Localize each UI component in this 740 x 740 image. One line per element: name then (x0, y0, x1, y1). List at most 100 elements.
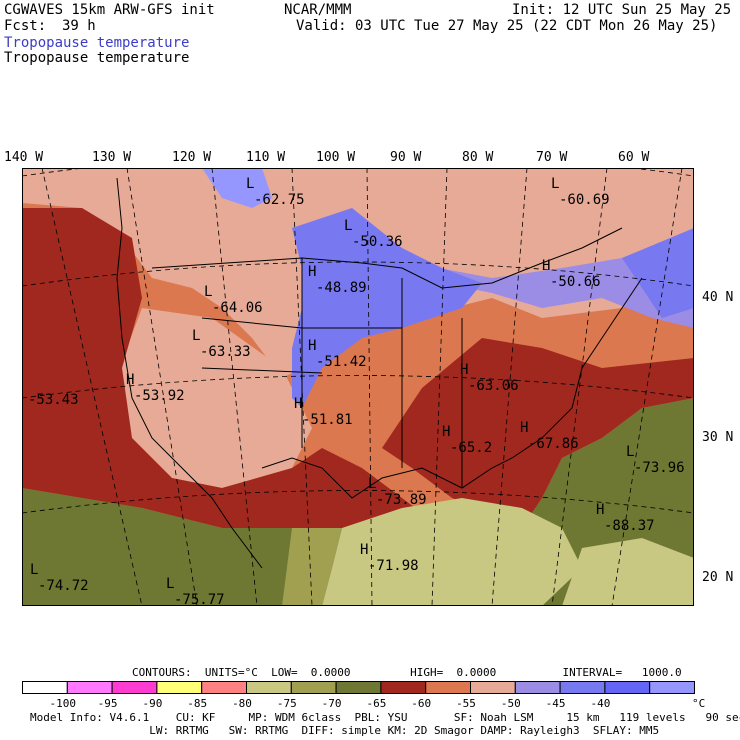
field-region-minus65-west (22, 208, 442, 528)
field-title-color: Tropopause temperature (4, 35, 190, 51)
legend-tick-label: -90 (142, 697, 162, 710)
legend-tick-label: -75 (277, 697, 297, 710)
extremum-value: -51.81 (302, 412, 353, 428)
legend-tick-label: -40 (590, 697, 610, 710)
legend-color-box (66, 681, 113, 694)
legend-color-box (649, 681, 696, 694)
legend-color-box (335, 681, 382, 694)
legend-color-box (201, 681, 247, 694)
legend-color-box (246, 681, 292, 694)
forecast-hour: 39 h (62, 18, 96, 34)
field-region-minus50-blue (292, 208, 482, 408)
low-marker: L (204, 284, 212, 300)
init-time: Init: 12 UTC Sun 25 May 25 (512, 2, 732, 18)
high-marker: H (442, 424, 450, 440)
extremum-value: -65.2 (450, 440, 492, 456)
longitude-label: 120 W (172, 150, 212, 165)
extremum-value: -64.06 (212, 300, 263, 316)
extremum-value: -88.37 (604, 518, 655, 534)
latitude-label: 30 N (702, 430, 734, 445)
legend-tick-label: -45 (546, 697, 566, 710)
legend-color-box (111, 681, 158, 694)
extremum-value: -73.89 (376, 492, 427, 508)
model-info: Model Info: V4.6.1 CU: KF MP: WDM 6class… (30, 711, 740, 724)
legend-color-box (290, 681, 337, 694)
high-marker: H (460, 362, 468, 378)
legend-color-box (425, 681, 472, 694)
legend-tick-label: -70 (322, 697, 342, 710)
legend-unit: °C (692, 697, 705, 710)
legend-tick-label: -100 (50, 697, 77, 710)
high-marker: H (520, 420, 528, 436)
field-region-minus75-gulf (322, 498, 582, 606)
legend-color-box (22, 681, 68, 694)
high-marker: H (360, 542, 368, 558)
legend-tick-label: -55 (456, 697, 476, 710)
political-boundaries (116, 177, 643, 569)
latitude-label: 40 N (702, 290, 734, 305)
legend-color-box (514, 681, 561, 694)
extremum-value: -62.75 (254, 192, 305, 208)
high-marker: H (542, 258, 550, 274)
extremum-value: -60.69 (559, 192, 610, 208)
field-region-minus65-east (382, 338, 694, 528)
longitude-label: 60 W (618, 150, 650, 165)
field-region-minus55-west (112, 308, 312, 488)
field-title: Tropopause temperature (4, 50, 190, 66)
high-marker: H (126, 372, 134, 388)
contour-info: CONTOURS: UNITS=°C LOW= 0.0000 HIGH= 0.0… (132, 666, 682, 679)
extremum-value: -75.77 (174, 592, 225, 606)
legend-tick-label: -65 (366, 697, 386, 710)
longitude-label: 130 W (92, 150, 132, 165)
legend-color-box (470, 681, 516, 694)
high-marker: H (596, 502, 604, 518)
high-marker: H (294, 396, 302, 412)
color-legend: -100 -95 -90 -85 -80 -75 -70 -65 -60 -55 -50 -45 -40… (22, 681, 706, 710)
field-region-minus50-blue-small (202, 168, 272, 208)
extremum-value: -67.86 (528, 436, 579, 452)
tropopause-temperature-map: L-62.75L-60.69L-50.36H-48.89H-50.66L-64.… (22, 168, 694, 606)
legend-color-box (604, 681, 651, 694)
extremum-value: -51.42 (316, 354, 367, 370)
graticule (22, 168, 694, 606)
low-marker: L (246, 176, 254, 192)
field-region-minus75-tan (282, 528, 342, 606)
field-region-minus50-blue-ne (622, 228, 694, 318)
legend-tick-label: -85 (187, 697, 207, 710)
latitude-label: 20 N (702, 570, 734, 585)
field-region-minus75-east (562, 538, 694, 606)
model-title: CGWAVES 15km ARW-GFS init (4, 2, 215, 18)
extremum-value: -73.96 (634, 460, 685, 476)
extremum-value: -53.92 (134, 388, 185, 404)
extremum-value: -63.06 (468, 378, 519, 394)
org-label: NCAR/MMM (284, 2, 352, 18)
low-marker: L (30, 562, 38, 578)
high-marker: H (308, 264, 316, 280)
longitude-label: 110 W (246, 150, 286, 165)
low-marker: L (166, 576, 174, 592)
legend-tick-label: -50 (501, 697, 521, 710)
longitude-label: 140 W (4, 150, 44, 165)
longitude-label: 100 W (316, 150, 356, 165)
low-marker: L (368, 476, 376, 492)
longitude-label: 90 W (390, 150, 422, 165)
valid-time: Valid: 03 UTC Tue 27 May 25 (22 CDT Mon … (296, 18, 718, 34)
color-legend-labels: -100 -95 -90 -85 -80 -75 -70 -65 -60 -55 -50 -45 -40… (50, 697, 706, 710)
low-marker: L (344, 218, 352, 234)
extremum-value: -50.36 (352, 234, 403, 250)
low-marker: L (192, 328, 200, 344)
physics-info: LW: RRTMG SW: RRTMG DIFF: simple KM: 2D … (30, 724, 660, 737)
low-marker: L (551, 176, 559, 192)
legend-color-box (559, 681, 606, 694)
extremum-value: -53.43 (28, 392, 79, 408)
legend-tick-label: -80 (232, 697, 252, 710)
forecast-label: Fcst: (4, 18, 47, 34)
legend-tick-label: -60 (411, 697, 431, 710)
high-low-labels: L-62.75L-60.69L-50.36H-48.89H-50.66L-64.… (28, 176, 685, 606)
legend-color-box (380, 681, 427, 694)
extremum-value: -50.66 (550, 274, 601, 290)
legend-tick-label: -95 (98, 697, 118, 710)
longitude-label: 70 W (536, 150, 568, 165)
extremum-value: -48.89 (316, 280, 367, 296)
low-marker: L (626, 444, 634, 460)
